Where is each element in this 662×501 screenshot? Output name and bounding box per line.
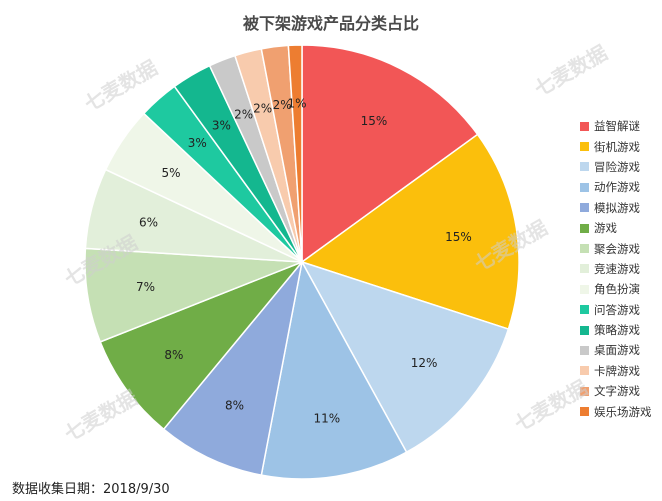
legend-item: 角色扮演 [580,279,652,299]
legend-item: 游戏 [580,218,652,238]
pie-slice-1 [301,44,479,264]
legend-item: 问答游戏 [580,300,652,320]
legend-item: 卡牌游戏 [580,361,652,381]
legend-swatch [580,284,589,294]
pie-slice-6 [99,261,303,431]
slice-label-2: 15% [445,230,472,244]
slice-label-3: 12% [411,356,438,370]
slice-label-11: 3% [212,119,231,133]
legend-swatch [580,223,589,233]
legend-swatch [580,366,589,376]
legend-item: 竞速游戏 [580,259,652,279]
legend-swatch [580,244,589,254]
slice-label-12: 2% [234,108,253,122]
legend-label: 模拟游戏 [594,200,640,215]
legend-item: 策略游戏 [580,320,652,340]
legend-label: 街机游戏 [594,139,640,154]
legend-swatch [580,264,589,274]
legend-label: 游戏 [594,221,617,236]
legend-label: 问答游戏 [594,302,640,317]
pie-slice-3 [300,260,510,454]
legend-swatch [580,121,589,131]
legend-label: 动作游戏 [594,180,640,195]
pie-slice-2 [300,133,520,331]
slice-label-10: 3% [188,136,207,150]
legend-swatch [580,407,589,417]
legend-swatch [580,305,589,315]
pie-slice-5 [162,261,303,477]
legend-item: 桌面游戏 [580,340,652,360]
slice-label-13: 2% [253,102,272,116]
legend-item: 益智解谜 [580,116,652,136]
legend-item: 聚会游戏 [580,238,652,258]
pie-slice-4 [260,259,408,480]
legend-label: 冒险游戏 [594,159,640,174]
slice-label-15: 1% [288,97,307,111]
legend-swatch [580,325,589,335]
legend-label: 文字游戏 [594,384,640,399]
legend-item: 动作游戏 [580,177,652,197]
slice-label-1: 15% [361,114,388,128]
legend-label: 娱乐场游戏 [594,404,652,419]
data-collection-date: 数据收集日期：2018/9/30 [12,482,170,497]
chart-title: 被下架游戏产品分类占比 [242,14,419,33]
slice-label-8: 6% [139,216,158,230]
pie-slice-15 [287,44,303,263]
legend-label: 聚会游戏 [594,241,640,256]
legend-swatch [580,182,589,192]
legend-swatch [580,142,589,152]
legend-swatch [580,386,589,396]
legend-swatch [580,345,589,355]
legend-item: 冒险游戏 [580,157,652,177]
legend: 益智解谜街机游戏冒险游戏动作游戏模拟游戏游戏聚会游戏竞速游戏角色扮演问答游戏策略… [580,116,652,422]
slice-label-7: 7% [136,280,155,294]
legend-item: 娱乐场游戏 [580,401,652,421]
legend-label: 桌面游戏 [594,343,640,358]
legend-item: 街机游戏 [580,136,652,156]
slice-label-9: 5% [161,166,180,180]
legend-label: 角色扮演 [594,282,640,297]
legend-item: 模拟游戏 [580,198,652,218]
slice-label-5: 8% [225,398,244,412]
legend-swatch [580,203,589,213]
slice-label-14: 2% [273,98,292,112]
legend-label: 卡牌游戏 [594,363,640,378]
legend-label: 策略游戏 [594,323,640,338]
legend-label: 益智解谜 [594,119,640,134]
legend-swatch [580,162,589,172]
slice-label-4: 11% [313,411,340,425]
legend-item: 文字游戏 [580,381,652,401]
legend-label: 竞速游戏 [594,261,640,276]
slice-label-6: 8% [164,348,183,362]
